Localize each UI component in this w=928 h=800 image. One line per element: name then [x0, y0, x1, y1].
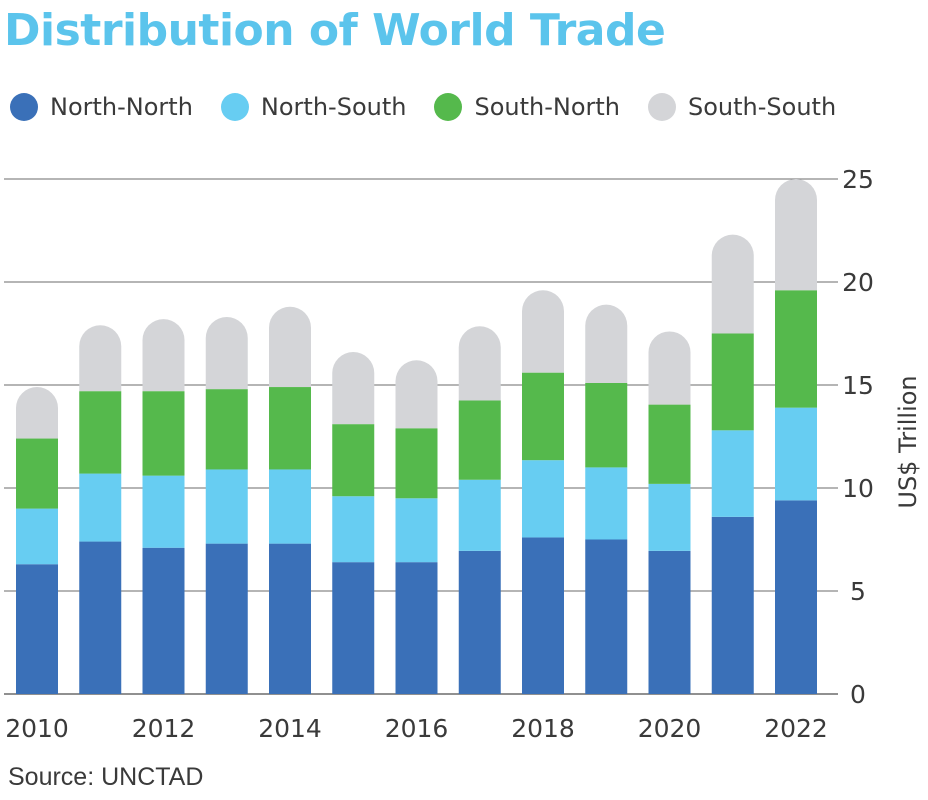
x-tick-label-2012: 2012	[132, 714, 196, 743]
x-tick-label-2016: 2016	[385, 714, 449, 743]
bar-south-north-2021	[711, 333, 754, 431]
bar-north-south-2018	[522, 460, 564, 538]
legend-label-north-north: North-North	[50, 93, 193, 121]
bar-south-south-2012	[142, 319, 185, 392]
bar-north-north-2014	[269, 543, 311, 694]
bar-south-south-2013	[205, 317, 248, 390]
legend-swatch-north-south	[220, 93, 249, 121]
y-tick-label-15: 15	[842, 371, 874, 400]
bar-south-north-2013	[205, 389, 248, 470]
bar-north-north-2013	[205, 543, 248, 694]
bar-north-south-2020	[648, 483, 691, 551]
bar-south-south-2020	[648, 331, 691, 405]
chart-title: Distribution of World Trade	[4, 5, 666, 56]
bar-south-south-2022	[775, 179, 817, 291]
bar-north-south-2014	[269, 469, 311, 544]
x-tick-label-2014: 2014	[258, 714, 322, 743]
bar-north-south-2011	[79, 473, 122, 542]
bar-north-north-2019	[585, 539, 628, 694]
bar-north-south-2015	[332, 496, 375, 563]
x-tick-label-2010: 2010	[5, 714, 69, 743]
legend: North-North North-South South-North Sout…	[10, 86, 864, 128]
bar-north-south-2016	[395, 498, 438, 563]
bar-south-north-2017	[458, 400, 501, 480]
bar-south-north-2011	[79, 391, 122, 474]
x-tick-label-2018: 2018	[511, 714, 575, 743]
bar-north-north-2020	[648, 550, 691, 694]
bar-north-north-2012	[142, 547, 185, 694]
bar-north-north-2018	[522, 537, 564, 694]
bar-north-south-2013	[205, 469, 248, 544]
bar-north-north-2022	[775, 500, 817, 694]
y-tick-label-5: 5	[850, 577, 866, 606]
x-tick-label-2022: 2022	[764, 714, 828, 743]
y-tick-label-10: 10	[842, 474, 874, 503]
bar-south-south-2021	[711, 234, 754, 334]
bar-north-south-2010	[16, 508, 58, 565]
y-tick-label-0: 0	[850, 680, 866, 709]
bar-north-north-2011	[79, 541, 122, 694]
source-note: Source: UNCTAD	[8, 763, 204, 791]
bar-south-south-2017	[458, 326, 501, 401]
bar-north-north-2017	[458, 550, 501, 694]
legend-label-south-south: South-South	[688, 93, 837, 121]
bar-south-south-2014	[269, 306, 311, 388]
bar-north-south-2019	[585, 467, 628, 540]
bar-north-north-2021	[711, 516, 754, 694]
bar-north-south-2012	[142, 475, 185, 548]
bar-south-south-2016	[395, 360, 438, 429]
legend-item-north-north: North-North	[10, 93, 193, 121]
bar-south-north-2018	[522, 372, 564, 461]
bar-north-south-2022	[775, 407, 817, 501]
bar-south-north-2022	[775, 290, 817, 408]
y-tick-label-20: 20	[842, 268, 874, 297]
bar-north-north-2015	[332, 562, 375, 694]
legend-swatch-south-north	[434, 93, 463, 121]
legend-item-north-south: North-South	[220, 93, 407, 121]
bar-south-south-2010	[16, 387, 58, 439]
bar-south-north-2019	[585, 382, 628, 468]
bar-north-north-2010	[16, 564, 58, 694]
stacked-bar-chart: 0 5 10 15 20 25 US$ Trillion 2010 2012 2014 2016 20…	[4, 165, 922, 743]
bar-north-north-2016	[395, 562, 438, 694]
bar-south-south-2015	[332, 352, 375, 425]
bar-south-north-2020	[648, 404, 691, 484]
bar-south-north-2016	[395, 428, 438, 499]
legend-swatch-south-south	[648, 93, 677, 121]
bar-south-north-2010	[16, 438, 58, 509]
legend-swatch-north-north	[10, 93, 38, 121]
bar-south-north-2014	[269, 387, 311, 470]
bar-north-south-2017	[458, 479, 501, 551]
bar-south-north-2015	[332, 424, 375, 497]
bar-south-south-2018	[522, 290, 564, 373]
bar-south-north-2012	[142, 391, 185, 476]
legend-item-south-north: South-North	[434, 93, 620, 121]
bar-south-south-2019	[585, 304, 628, 383]
legend-label-north-south: North-South	[260, 93, 407, 121]
x-tick-label-2020: 2020	[638, 714, 702, 743]
legend-label-south-north: South-North	[474, 93, 621, 121]
legend-item-south-south: South-South	[648, 93, 836, 121]
bar-south-south-2011	[79, 325, 122, 392]
y-tick-label-25: 25	[842, 165, 874, 194]
y-axis-label: US$ Trillion	[894, 375, 922, 508]
bar-north-south-2021	[711, 430, 754, 517]
